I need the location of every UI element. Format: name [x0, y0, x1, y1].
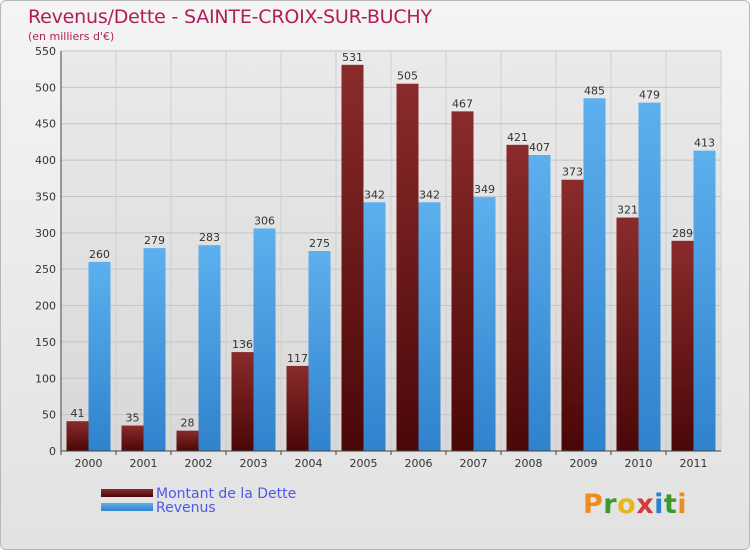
logo-letter: P — [583, 489, 604, 520]
data-label-dette: 467 — [452, 97, 473, 110]
bar-revenus — [473, 197, 496, 451]
y-tick-label: 350 — [35, 190, 56, 203]
y-tick-label: 200 — [35, 300, 56, 313]
bar-dette — [506, 144, 529, 451]
x-tick-label: 2006 — [405, 457, 433, 470]
bar-dette — [176, 430, 199, 451]
bar-revenus — [88, 261, 111, 451]
y-tick-label: 500 — [35, 81, 56, 94]
bar-revenus — [693, 150, 716, 452]
legend-label-revenus: Revenus — [156, 500, 216, 516]
logo-letter: i — [677, 489, 688, 520]
data-label-dette: 321 — [617, 204, 638, 217]
logo-letter: r — [603, 489, 618, 520]
logo-letter: i — [654, 489, 664, 520]
x-tick-label: 2011 — [680, 457, 708, 470]
x-tick-label: 2001 — [130, 457, 158, 470]
data-label-dette: 289 — [672, 227, 693, 240]
data-label-revenus: 349 — [474, 183, 495, 196]
logo-letter: o — [617, 489, 637, 520]
bar-dette — [671, 240, 694, 451]
y-tick-label: 550 — [35, 45, 56, 58]
chart-title: Revenus/Dette - SAINTE-CROIX-SUR-BUCHY — [28, 6, 432, 28]
bar-dette — [341, 64, 364, 451]
x-tick-label: 2010 — [625, 457, 653, 470]
bar-revenus — [638, 102, 661, 452]
data-label-dette: 117 — [287, 352, 308, 365]
data-label-revenus: 479 — [639, 89, 660, 102]
legend-label-dette: Montant de la Dette — [156, 486, 296, 502]
data-label-dette: 136 — [232, 338, 253, 351]
y-tick-label: 300 — [35, 227, 56, 240]
data-label-revenus: 342 — [419, 188, 440, 201]
x-tick-label: 2005 — [350, 457, 378, 470]
bars: 41 260 35 279 28 283 136 306 117 275 531 342 505 342 4… — [66, 51, 716, 452]
y-tick-label: 250 — [35, 263, 56, 276]
data-label-revenus: 279 — [144, 234, 165, 247]
chart-subtitle: (en milliers d'€) — [28, 30, 115, 43]
bar-dette — [121, 425, 144, 451]
data-label-revenus: 283 — [199, 231, 220, 244]
bar-revenus — [418, 202, 441, 451]
y-tick-label: 450 — [35, 118, 56, 131]
x-tick-label: 2007 — [460, 457, 488, 470]
bar-revenus — [198, 245, 221, 451]
x-tick-label: 2004 — [295, 457, 323, 470]
y-tick-label: 400 — [35, 154, 56, 167]
bar-revenus — [143, 248, 166, 451]
data-label-revenus: 407 — [529, 141, 550, 154]
data-label-dette: 531 — [342, 51, 363, 64]
data-label-dette: 373 — [562, 166, 583, 179]
logo-letter: t — [663, 489, 678, 520]
bar-revenus — [308, 251, 331, 451]
data-label-revenus: 485 — [584, 84, 605, 97]
data-label-revenus: 275 — [309, 237, 330, 250]
bar-revenus — [363, 202, 386, 451]
data-label-revenus: 306 — [254, 214, 275, 227]
bar-dette — [561, 179, 584, 451]
x-tick-label: 2009 — [570, 457, 598, 470]
data-label-dette: 28 — [181, 417, 195, 430]
bar-dette — [396, 83, 419, 452]
data-label-revenus: 413 — [694, 137, 715, 150]
data-label-dette: 41 — [71, 407, 85, 420]
legend-swatch-dette — [101, 489, 153, 497]
data-label-revenus: 260 — [89, 248, 110, 261]
legend-swatch-revenus — [101, 503, 153, 511]
y-tick-label: 100 — [35, 372, 56, 385]
bar-dette — [451, 111, 474, 451]
bar-dette — [66, 421, 89, 451]
logo-letter: x — [636, 489, 655, 520]
x-tick-label: 2003 — [240, 457, 268, 470]
bar-dette — [616, 217, 639, 451]
axes: 0 50 100 150 200 250 300 350 400 450 500 550 2000 200… — [35, 45, 721, 470]
data-label-dette: 505 — [397, 70, 418, 83]
y-tick-label: 0 — [49, 445, 56, 458]
proxiti-logo: Proxiti — [583, 489, 687, 520]
data-label-dette: 421 — [507, 131, 528, 144]
bar-revenus — [528, 155, 551, 451]
bar-dette — [286, 365, 309, 451]
x-tick-label: 2002 — [185, 457, 213, 470]
data-label-dette: 35 — [126, 412, 140, 425]
data-label-revenus: 342 — [364, 188, 385, 201]
y-tick-label: 150 — [35, 336, 56, 349]
bar-revenus — [253, 228, 276, 451]
x-tick-label: 2008 — [515, 457, 543, 470]
y-tick-label: 50 — [42, 409, 56, 422]
bar-revenus — [583, 98, 606, 451]
grid-lines — [60, 50, 722, 452]
x-tick-label: 2000 — [75, 457, 103, 470]
bar-dette — [231, 352, 254, 451]
